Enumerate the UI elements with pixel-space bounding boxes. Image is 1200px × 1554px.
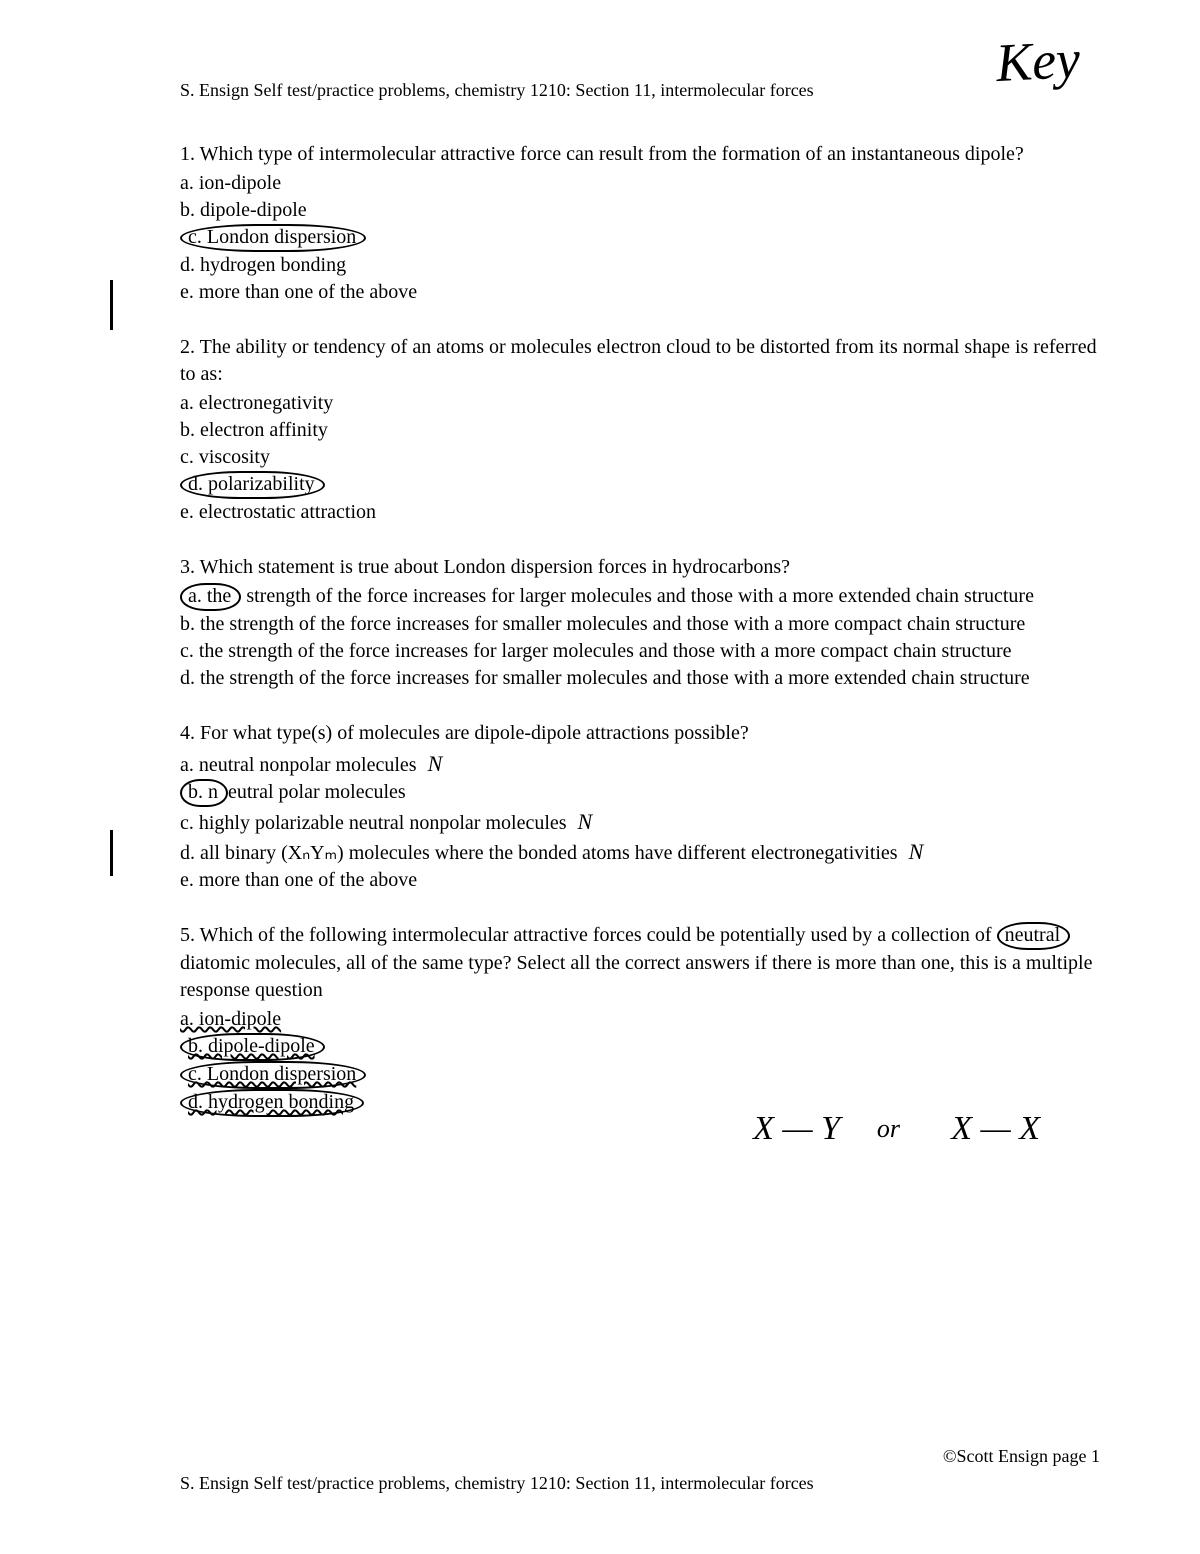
option: c. London dispersion xyxy=(180,1061,1100,1089)
option: b. dipole-dipole xyxy=(180,197,1100,224)
question-stem: 3. Which statement is true about London … xyxy=(180,554,1100,581)
option-text: b. electron affinity xyxy=(180,419,328,441)
option: e. more than one of the above xyxy=(180,867,1100,894)
option: b. neutral polar molecules xyxy=(180,779,1100,807)
document-page: Key S. Ensign Self test/practice problem… xyxy=(0,0,1200,1554)
option: b. dipole-dipole xyxy=(180,1033,1100,1061)
option: d. the strength of the force increases f… xyxy=(180,665,1100,692)
option-text: c. highly polarizable neutral nonpolar m… xyxy=(180,812,567,834)
option: a. ion-dipole xyxy=(180,1006,1100,1033)
handwritten-n-mark: N xyxy=(578,809,593,834)
circled-answer: c. London dispersion xyxy=(180,224,366,252)
option: a. neutral nonpolar molecules N xyxy=(180,749,1100,779)
option: c. highly polarizable neutral nonpolar m… xyxy=(180,807,1100,837)
question-5: 5. Which of the following intermolecular… xyxy=(180,922,1100,1117)
option: d. polarizability xyxy=(180,471,1100,499)
page-header: S. Ensign Self test/practice problems, c… xyxy=(180,80,1100,101)
option: b. electron affinity xyxy=(180,417,1100,444)
question-stem: 1. Which type of intermolecular attracti… xyxy=(180,141,1100,168)
option-text: a. ion-dipole xyxy=(180,1008,281,1030)
handwritten-xy: X — Y xyxy=(753,1110,840,1148)
option: e. more than one of the above xyxy=(180,279,1100,306)
circled-word-neutral: neutral xyxy=(997,922,1071,950)
option-text: e. more than one of the above xyxy=(180,869,417,891)
option: a. ion-dipole xyxy=(180,170,1100,197)
circled-answer: c. London dispersion xyxy=(180,1061,366,1089)
question-stem: 5. Which of the following intermolecular… xyxy=(180,922,1100,1004)
option: b. the strength of the force increases f… xyxy=(180,611,1100,638)
option: c. the strength of the force increases f… xyxy=(180,638,1100,665)
option: c. London dispersion xyxy=(180,224,1100,252)
option-text: d. hydrogen bonding xyxy=(180,254,346,276)
question-1: 1. Which type of intermolecular attracti… xyxy=(180,141,1100,306)
option: a. electronegativity xyxy=(180,390,1100,417)
circled-answer: b. dipole-dipole xyxy=(180,1033,325,1061)
handwritten-n-mark: N xyxy=(909,839,924,864)
option-text: c. viscosity xyxy=(180,446,270,468)
option: e. electrostatic attraction xyxy=(180,499,1100,526)
question-2: 2. The ability or tendency of an atoms o… xyxy=(180,334,1100,526)
option-text: d. the strength of the force increases f… xyxy=(180,667,1030,689)
question-stem: 4. For what type(s) of molecules are dip… xyxy=(180,720,1100,747)
handwritten-xx: X — X xyxy=(951,1110,1040,1148)
option-text: b. the strength of the force increases f… xyxy=(180,613,1025,635)
page-footer-wrap: ©Scott Ensign page 1 S. Ensign Self test… xyxy=(180,1446,1100,1494)
handwritten-key-label: Key xyxy=(994,28,1081,94)
circled-answer-prefix: b. n xyxy=(180,779,228,807)
option-text-remainder: strength of the force increases for larg… xyxy=(246,585,1034,607)
option: d. hydrogen bonding xyxy=(180,252,1100,279)
circled-answer: d. hydrogen bonding xyxy=(180,1089,364,1117)
scan-mark xyxy=(110,830,113,876)
option: c. viscosity xyxy=(180,444,1100,471)
option: d. all binary (XₙYₘ) molecules where the… xyxy=(180,837,1100,867)
option-text: e. electrostatic attraction xyxy=(180,501,376,523)
option-text: c. the strength of the force increases f… xyxy=(180,640,1012,662)
option-text: e. more than one of the above xyxy=(180,281,417,303)
question-4: 4. For what type(s) of molecules are dip… xyxy=(180,720,1100,894)
footer-credit: ©Scott Ensign page 1 xyxy=(180,1446,1100,1467)
handwritten-or: or xyxy=(877,1114,900,1144)
handwritten-n-mark: N xyxy=(428,751,443,776)
circled-answer-prefix: a. the xyxy=(180,583,241,611)
circled-answer: d. polarizability xyxy=(180,471,325,499)
option-text: d. all binary (XₙYₘ) molecules where the… xyxy=(180,842,898,864)
option: a. the strength of the force increases f… xyxy=(180,583,1100,611)
question-stem: 2. The ability or tendency of an atoms o… xyxy=(180,334,1100,388)
scan-mark xyxy=(110,280,113,330)
option-text: a. electronegativity xyxy=(180,392,333,414)
option-text: a. ion-dipole xyxy=(180,172,281,194)
page-footer: S. Ensign Self test/practice problems, c… xyxy=(180,1473,1100,1494)
option-text: a. neutral nonpolar molecules xyxy=(180,754,417,776)
question-3: 3. Which statement is true about London … xyxy=(180,554,1100,692)
option-text: b. dipole-dipole xyxy=(180,199,307,221)
option-text-remainder: eutral polar molecules xyxy=(228,781,406,803)
